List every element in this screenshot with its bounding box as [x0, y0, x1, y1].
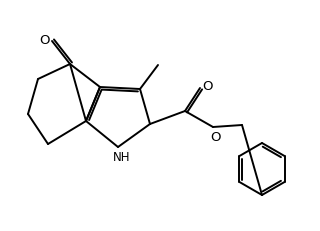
Text: O: O: [202, 80, 212, 93]
Text: O: O: [210, 131, 220, 144]
Text: NH: NH: [113, 151, 131, 164]
Text: O: O: [39, 33, 49, 46]
